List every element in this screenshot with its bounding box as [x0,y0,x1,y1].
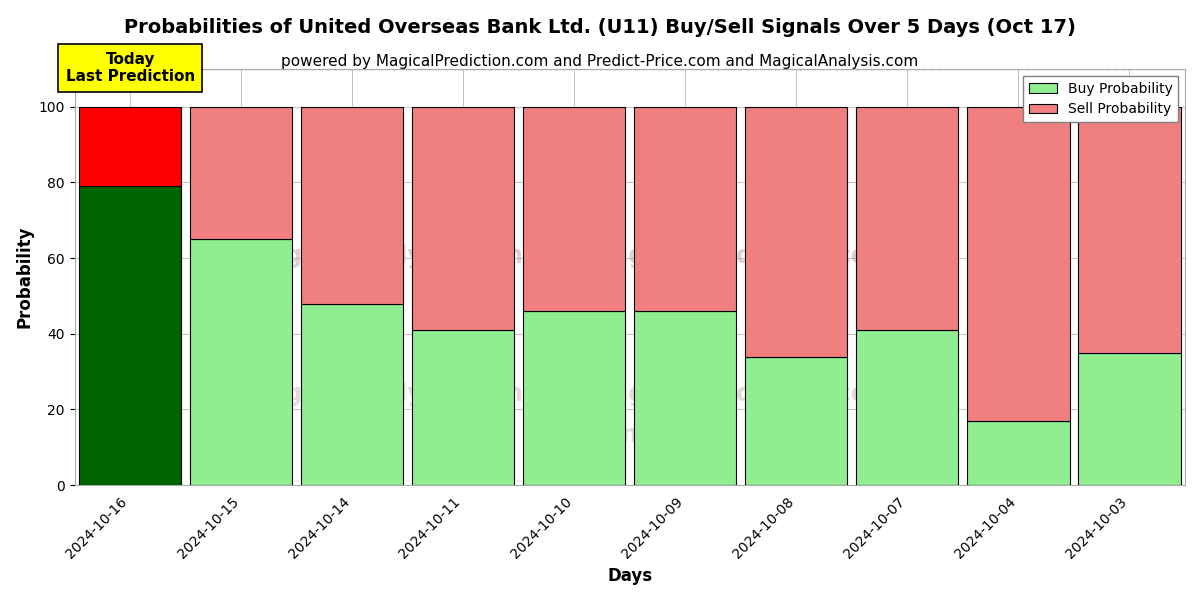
Bar [301,304,403,485]
Bar [967,421,1069,485]
Bar [745,107,847,356]
Bar [1079,353,1181,485]
Text: powered by MagicalPrediction.com and Predict-Price.com and MagicalAnalysis.com: powered by MagicalPrediction.com and Pre… [281,54,919,69]
Bar [301,107,403,304]
Text: MagicalAnalysis.com: MagicalAnalysis.com [247,244,524,268]
Text: Probabilities of United Overseas Bank Ltd. (U11) Buy/Sell Signals Over 5 Days (O: Probabilities of United Overseas Bank Lt… [124,18,1076,37]
Legend: Buy Probability, Sell Probability: Buy Probability, Sell Probability [1024,76,1178,122]
Bar [1079,107,1181,353]
Bar [190,107,293,239]
Bar [523,311,625,485]
Bar [635,311,737,485]
Bar [412,330,515,485]
Text: n: n [622,423,638,447]
Bar [857,107,959,330]
Bar [523,107,625,311]
Y-axis label: Probability: Probability [16,226,34,328]
Text: MagicalAnalysis.com: MagicalAnalysis.com [247,382,524,406]
Text: MagicalPrediction.com: MagicalPrediction.com [589,382,892,406]
Bar [857,330,959,485]
Text: Today
Last Prediction: Today Last Prediction [66,52,194,84]
Text: MagicalPrediction.com: MagicalPrediction.com [589,244,892,268]
Bar [635,107,737,311]
Bar [190,239,293,485]
Bar [745,356,847,485]
Bar [79,186,181,485]
Bar [967,107,1069,421]
X-axis label: Days: Days [607,567,653,585]
Bar [79,107,181,186]
Bar [412,107,515,330]
